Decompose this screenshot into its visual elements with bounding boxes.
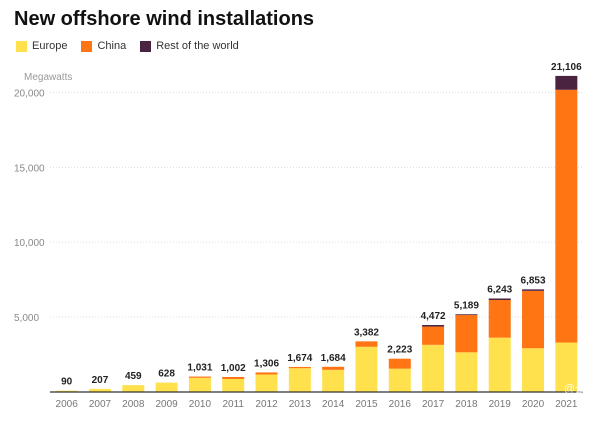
bar-segment — [555, 75, 578, 90]
x-tick-label: 2021 — [555, 399, 578, 410]
bar-segment — [188, 377, 211, 392]
x-tick-label: 2009 — [155, 399, 178, 410]
data-label: 459 — [125, 371, 142, 382]
bar-segment — [522, 290, 545, 349]
legend-swatch-rest-of-world — [140, 40, 152, 52]
bar-segment — [522, 289, 545, 291]
y-tick-label: 5,000 — [14, 313, 39, 324]
bar-segment — [422, 326, 445, 345]
x-tick-label: 2010 — [189, 399, 212, 410]
bar-segment — [355, 346, 378, 392]
bar-segment — [488, 337, 511, 392]
x-tick-label: 2007 — [89, 399, 112, 410]
bar-segment — [255, 372, 278, 375]
bar-segment — [455, 315, 478, 353]
data-label: 1,002 — [221, 363, 246, 374]
data-label: 21,106 — [551, 62, 582, 73]
legend-item-rest-of-world: Rest of the world — [140, 40, 239, 52]
x-tick-label: 2013 — [289, 399, 312, 410]
y-tick-label: 10,000 — [14, 238, 45, 249]
bar-segment — [455, 314, 478, 316]
bar-segment — [488, 299, 511, 338]
x-tick-label: 2006 — [56, 399, 79, 410]
data-label: 1,684 — [321, 353, 346, 364]
data-label: 628 — [158, 369, 175, 380]
watermark-text: @云…者 — [563, 383, 608, 395]
bar-segment — [322, 369, 345, 392]
x-tick-label: 2012 — [255, 399, 278, 410]
data-label: 207 — [92, 375, 109, 386]
bar-segment — [355, 341, 378, 347]
bar-segment — [288, 366, 311, 369]
bar-segment — [155, 382, 178, 392]
bar-segment — [322, 366, 345, 370]
bar-segment — [488, 298, 511, 300]
bar-segment — [388, 358, 411, 369]
data-label: 90 — [61, 377, 73, 388]
bar-segment — [188, 376, 211, 378]
legend-swatch-china — [81, 40, 93, 52]
legend-swatch-europe — [16, 40, 27, 52]
data-label: 1,031 — [187, 363, 212, 374]
bar-segment — [555, 342, 578, 392]
y-tick-label: 15,000 — [14, 163, 45, 174]
x-tick-label: 2019 — [489, 399, 512, 410]
bar-segment — [388, 368, 411, 392]
data-label: 6,853 — [521, 275, 546, 286]
bar-segment — [222, 378, 245, 392]
x-tick-label: 2018 — [455, 399, 478, 410]
data-label: 1,674 — [287, 353, 312, 364]
bar-segment — [122, 385, 145, 392]
y-tick-label: 20,000 — [14, 88, 45, 99]
x-tick-label: 2011 — [222, 399, 244, 410]
bar-segment — [255, 374, 278, 392]
bar-segment — [522, 348, 545, 392]
x-tick-label: 2020 — [522, 399, 545, 410]
bar-segment — [222, 376, 245, 379]
bar-segment — [288, 368, 311, 392]
legend-label-rest-of-world: Rest of the world — [156, 40, 239, 52]
x-tick-label: 2015 — [355, 399, 378, 410]
data-label: 5,189 — [454, 300, 479, 311]
legend-item-europe: Europe — [16, 40, 67, 52]
data-label: 2,223 — [387, 345, 412, 356]
bar-segment — [55, 390, 78, 392]
legend-item-china: China — [81, 40, 126, 52]
data-label: 3,382 — [354, 327, 379, 338]
chart-title: New offshore wind installations — [14, 8, 315, 30]
bar-segment — [555, 89, 578, 343]
data-label: 4,472 — [421, 311, 446, 322]
bar-segment — [455, 352, 478, 392]
data-label: 1,306 — [254, 358, 279, 369]
legend: Europe China Rest of the world — [16, 40, 253, 52]
x-tick-label: 2017 — [422, 399, 445, 410]
x-tick-label: 2014 — [322, 399, 345, 410]
bar-segment — [422, 325, 445, 327]
x-tick-label: 2008 — [122, 399, 145, 410]
y-axis-label: Megawatts — [24, 72, 72, 83]
x-tick-label: 2016 — [389, 399, 412, 410]
legend-label-europe: Europe — [32, 40, 68, 52]
bar-segment — [88, 388, 111, 392]
bar-segment — [422, 344, 445, 392]
legend-label-china: China — [97, 40, 127, 52]
data-label: 6,243 — [487, 285, 512, 296]
